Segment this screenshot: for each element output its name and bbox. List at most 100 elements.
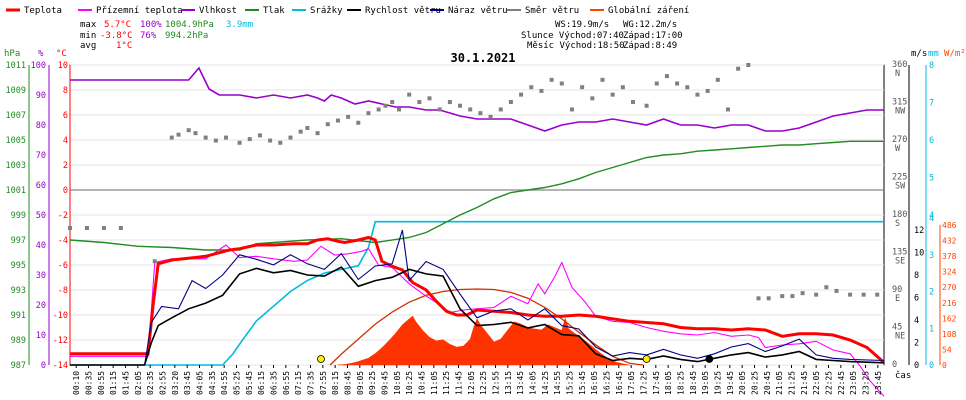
legend-item-teplota: Teplota xyxy=(6,6,62,16)
x-tick-label: 07:55 xyxy=(319,371,328,395)
stats-max-hum: 100% xyxy=(140,20,162,30)
x-tick-label: 08:15 xyxy=(331,371,340,395)
legend-label: Srážky xyxy=(310,6,343,16)
x-tick-label: 00:35 xyxy=(85,371,94,395)
dir-tick-label: 135 xyxy=(892,248,907,258)
x-tick-label: 00:55 xyxy=(97,371,106,395)
hpa-tick-label: 1005 xyxy=(6,136,26,146)
x-tick-label: 04:35 xyxy=(208,371,217,395)
mm-top-tick-label: 5 xyxy=(929,174,934,184)
hpa-tick-label: 989 xyxy=(11,336,26,346)
pct-tick-label: 60 xyxy=(36,181,46,191)
x-tick-label: 21:45 xyxy=(800,371,809,395)
dir-letter-label: S xyxy=(895,219,900,229)
x-tick-label: 03:45 xyxy=(183,371,192,395)
wind-direction-point xyxy=(746,63,751,67)
wind-direction-point xyxy=(549,77,554,82)
mm-top-tick-label: 7 xyxy=(929,99,934,109)
wind-direction-point xyxy=(224,135,229,140)
wind-direction-point xyxy=(169,135,174,140)
legend-label: Přízemní teplota xyxy=(96,6,183,16)
temp-tick-label: -8 xyxy=(58,286,68,296)
wind-direction-point xyxy=(366,111,371,116)
degc-unit-label: °C xyxy=(56,49,67,59)
x-tick-label: 07:35 xyxy=(307,371,316,395)
temp-tick-label: 10 xyxy=(58,61,68,71)
wm2-tick-label: 54 xyxy=(942,345,952,354)
x-tick-label: 04:05 xyxy=(196,371,205,395)
wind-direction-point xyxy=(427,96,432,101)
x-tick-label: 22:45 xyxy=(837,371,846,395)
x-tick-label: 03:20 xyxy=(171,371,180,395)
hpa-tick-label: 1009 xyxy=(6,86,26,96)
x-tick-label: 17:25 xyxy=(640,371,649,395)
wind-direction-point xyxy=(654,81,659,86)
global-radiation-area xyxy=(337,315,630,366)
x-tick-label: 02:05 xyxy=(134,371,143,395)
legend-label: Vlhkost xyxy=(199,6,237,16)
astro-info: WS:19.9m/s WG:12.2m/s Slunce Východ:07:4… xyxy=(521,20,683,51)
ms-tick-label: 6 xyxy=(914,294,919,304)
wind-direction-point xyxy=(203,135,208,140)
x-tick-label: 16:25 xyxy=(603,371,612,395)
wind-direction-point xyxy=(800,291,805,296)
x-tick-label: 16:05 xyxy=(590,371,599,395)
wind-direction-point xyxy=(186,128,191,133)
dir-letter-label: SE xyxy=(895,257,905,267)
dir-letter-label: NE xyxy=(895,332,905,342)
ms-tick-label: 10 xyxy=(914,249,924,259)
wind-direction-point xyxy=(539,88,544,93)
wm2-tick-label: 0 xyxy=(942,361,947,370)
wind-direction-point xyxy=(569,107,574,112)
x-tick-label: 21:25 xyxy=(788,371,797,395)
wind-direction-point xyxy=(376,107,381,112)
x-tick-label: 23:45 xyxy=(874,371,883,395)
dir-tick-label: 360 xyxy=(892,60,907,70)
x-tick-label: 12:55 xyxy=(492,371,501,395)
wind-direction-point xyxy=(247,137,252,142)
x-tick-label: 20:05 xyxy=(738,371,747,395)
x-tick-label: 10:05 xyxy=(393,371,402,395)
hpa-tick-label: 1003 xyxy=(6,161,26,171)
temp-tick-label: 0 xyxy=(63,186,68,196)
wind-direction-point xyxy=(644,103,649,108)
x-tick-label: 19:05 xyxy=(701,371,710,395)
wind-direction-point xyxy=(193,131,198,136)
x-tick-label: 11:45 xyxy=(455,371,464,395)
temp-tick-label: 4 xyxy=(63,136,68,146)
x-tick-label: 18:25 xyxy=(677,371,686,395)
x-tick-label: 01:15 xyxy=(109,371,118,395)
x-tick-label: 00:10 xyxy=(72,371,81,395)
wind-direction-point xyxy=(529,85,534,90)
wind-direction-point xyxy=(213,138,218,143)
wind-direction-point xyxy=(335,118,340,123)
ms-tick-label: 2 xyxy=(914,339,919,349)
wind-gust-max: WG:12.2m/s xyxy=(623,20,677,30)
wind-direction-point xyxy=(315,131,320,136)
x-tick-label: 10:25 xyxy=(405,371,414,395)
wind-direction-point xyxy=(356,120,361,125)
moonrise-marker xyxy=(705,355,714,363)
hpa-tick-label: 995 xyxy=(11,261,26,271)
wind-direction-point xyxy=(519,92,524,97)
wind-direction-point xyxy=(118,225,123,230)
temp-tick-label: -2 xyxy=(58,211,68,221)
sunset-marker xyxy=(642,355,651,363)
wm2-tick-label: 108 xyxy=(942,330,957,339)
x-tick-label: 14:05 xyxy=(529,371,538,395)
x-tick-label: 18:05 xyxy=(664,371,673,395)
wm2-tick-label: 432 xyxy=(942,237,957,246)
x-tick-label: 12:25 xyxy=(479,371,488,395)
chart-title: 30.1.2021 xyxy=(450,51,515,65)
wind-direction-point xyxy=(875,292,880,297)
legend-item-smer-vetru: Směr větru xyxy=(507,6,579,16)
ms-tick-label: 8 xyxy=(914,271,919,281)
sunset-time: Západ:17:00 xyxy=(623,31,683,41)
dir-letter-label: W xyxy=(895,144,901,154)
x-tick-label: 15:25 xyxy=(566,371,575,395)
pct-tick-label: 80 xyxy=(36,121,46,131)
pct-tick-label: 50 xyxy=(36,211,46,221)
wind-direction-point xyxy=(325,122,330,127)
